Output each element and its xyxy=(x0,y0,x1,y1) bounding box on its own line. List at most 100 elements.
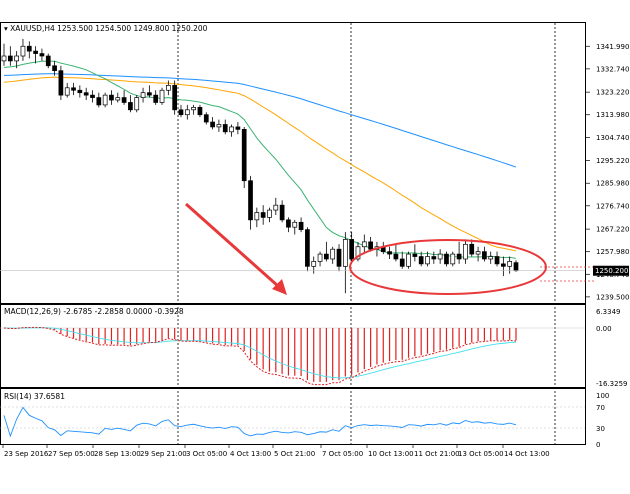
candle xyxy=(387,246,392,259)
candle xyxy=(349,232,355,264)
macd-axis-min: -16.3259 xyxy=(596,380,627,388)
chart-header: ▾ XAUUSD,H4 1253.500 1254.500 1249.800 1… xyxy=(4,24,208,33)
rsi-line xyxy=(3,406,517,438)
candle xyxy=(463,239,468,264)
rsi-axis-30: 30 xyxy=(596,425,605,433)
candle xyxy=(178,104,184,118)
candle xyxy=(336,244,342,272)
moving-average-slow xyxy=(3,73,517,168)
candle xyxy=(317,251,323,267)
candle xyxy=(444,251,449,267)
ohlc-values: 1253.500 1254.500 1249.800 1250.200 xyxy=(57,24,208,33)
pane-frames xyxy=(0,22,586,445)
rsi-axis-70: 70 xyxy=(596,404,605,412)
candle xyxy=(109,90,114,105)
time-tick-label: 29 Sep 21:00 xyxy=(140,450,187,458)
candle xyxy=(513,260,519,272)
candle xyxy=(140,87,146,103)
candle xyxy=(33,46,38,64)
horizontal-level-marks xyxy=(540,266,594,282)
candle xyxy=(361,234,367,255)
time-tick-label: 4 Oct 13:00 xyxy=(230,450,271,458)
candle xyxy=(425,251,430,267)
candle xyxy=(355,241,361,262)
candle xyxy=(241,126,247,189)
candle xyxy=(147,85,152,98)
candle xyxy=(431,251,437,264)
candle xyxy=(292,219,298,235)
candle xyxy=(248,175,253,230)
down-arrow-annotation xyxy=(185,202,287,295)
candle xyxy=(450,251,456,267)
current-price-badge: 1250.200 xyxy=(593,265,629,276)
candle xyxy=(418,251,424,267)
symbol-title: XAUUSD,H4 xyxy=(10,24,55,33)
candle xyxy=(267,207,272,223)
candle xyxy=(273,197,279,215)
price-tick-label: 1285.980 xyxy=(596,180,629,188)
price-tick-label: 1267.220 xyxy=(596,226,629,234)
candle xyxy=(197,104,203,118)
candle xyxy=(45,53,51,69)
candle xyxy=(235,122,241,135)
candle xyxy=(184,104,190,120)
candle xyxy=(7,46,13,66)
candle xyxy=(475,246,481,262)
candle xyxy=(121,90,127,105)
price-tick-label: 1276.740 xyxy=(596,202,629,210)
price-tick-label: 1323.220 xyxy=(596,89,629,97)
time-tick-label: 14 Oct 13:00 xyxy=(504,450,550,458)
period-separators xyxy=(177,23,556,444)
time-tick-label: 10 Oct 13:00 xyxy=(368,450,414,458)
candle xyxy=(115,92,121,103)
candle xyxy=(64,82,70,98)
candle xyxy=(437,249,443,264)
candle xyxy=(216,119,222,132)
candle xyxy=(172,80,178,115)
time-tick-label: 7 Oct 05:00 xyxy=(322,450,363,458)
candle xyxy=(71,82,76,96)
candle xyxy=(52,60,57,76)
candle xyxy=(20,38,26,61)
candle xyxy=(229,124,234,137)
candlestick-series xyxy=(1,38,519,294)
moving-average-mid xyxy=(3,76,517,252)
candle xyxy=(507,256,513,274)
macd-axis-zero: 0.00 xyxy=(596,325,612,333)
current-price-label: 1250.200 xyxy=(595,267,628,275)
candle xyxy=(456,241,462,264)
price-tick-label: 1341.990 xyxy=(596,43,629,51)
price-tick-label: 1257.980 xyxy=(596,248,629,256)
candle xyxy=(203,112,209,125)
candle xyxy=(311,256,317,274)
candle xyxy=(153,90,159,105)
macd-axis: 6.3349 0.00 -16.3259 xyxy=(596,308,627,388)
price-tick-label: 1295.220 xyxy=(596,157,629,165)
candle xyxy=(159,87,165,105)
candle xyxy=(90,90,95,103)
time-tick-label: 13 Oct 05:00 xyxy=(458,450,504,458)
time-tick-label: 3 Oct 05:00 xyxy=(186,450,227,458)
macd-axis-max: 6.3349 xyxy=(596,308,621,316)
candle xyxy=(305,227,310,272)
candle xyxy=(298,217,304,233)
candle xyxy=(482,246,487,262)
candle xyxy=(260,205,266,225)
macd-title: MACD(12,26,9) -2.6785 -2.2858 0.0000 -0.… xyxy=(4,307,184,316)
time-tick-label: 11 Oct 21:00 xyxy=(414,450,460,458)
candle xyxy=(488,251,494,264)
candle xyxy=(330,246,336,264)
price-tick-label: 1313.980 xyxy=(596,111,629,119)
price-tick-label: 1304.740 xyxy=(596,134,629,142)
macd-signal-line xyxy=(3,327,517,379)
candle xyxy=(83,87,89,101)
time-tick-label: 5 Oct 21:00 xyxy=(274,450,315,458)
candle xyxy=(406,251,411,269)
candle xyxy=(494,251,500,267)
time-tick-label: 27 Sep 05:00 xyxy=(48,450,95,458)
time-axis: 23 Sep 2016 27 Sep 05:00 28 Sep 13:00 29 Se… xyxy=(2,444,550,458)
candle xyxy=(134,95,140,113)
candle xyxy=(469,239,475,257)
